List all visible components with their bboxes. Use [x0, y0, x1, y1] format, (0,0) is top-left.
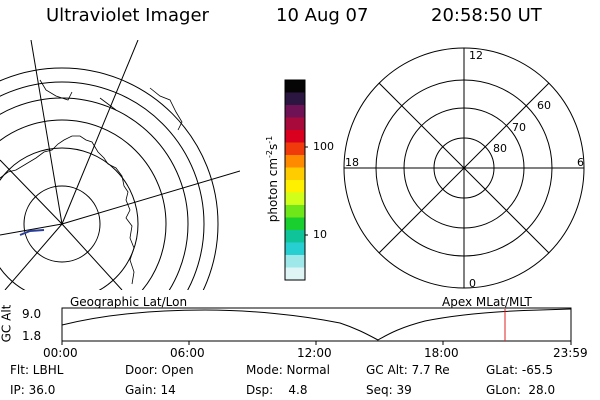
polar-plot-label: Apex MLat/MLT [442, 295, 532, 309]
time-tick-0000: 00:00 [43, 346, 78, 360]
colorbar-band [285, 130, 305, 144]
geo-map-label: Geographic Lat/Lon [70, 295, 188, 309]
seq-info: Seq: 39 [366, 383, 412, 397]
colorbar-band [285, 117, 305, 131]
colorbar-band [285, 255, 305, 269]
filter-info: Flt: LBHL [10, 363, 64, 377]
colorbar-tick-100: 100 [313, 140, 334, 153]
ip-info: IP: 36.0 [10, 383, 56, 397]
colorbar-band [285, 205, 305, 219]
instrument-title: Ultraviolet Imager [46, 5, 209, 26]
unit-exponent-cm: -2 [265, 149, 274, 158]
mlt-label-18: 18 [345, 156, 359, 169]
colorbar-band [285, 242, 305, 256]
mode-info: Mode: Normal [246, 363, 330, 377]
mlat-label-60: 60 [537, 99, 551, 112]
colorbar-band [285, 92, 305, 106]
altitude-timeseries-plot [61, 307, 572, 345]
time-tick-0600: 06:00 [170, 346, 205, 360]
colorbar-band [285, 80, 305, 94]
colorbar-band [285, 180, 305, 194]
altitude-ytick-max: 9.0 [22, 307, 42, 321]
altitude-ylabel: GC Alt [0, 304, 14, 343]
mlt-label-6: 6 [577, 156, 584, 169]
intensity-colorbar [284, 79, 308, 281]
unit-photon-cm: photon cm [266, 157, 280, 223]
colorbar-tick-10: 10 [313, 228, 327, 241]
altitude-ytick-min: 1.8 [22, 329, 42, 343]
colorbar-band [285, 192, 305, 206]
colorbar-unit-label: photon cm-2s-1 [262, 94, 280, 264]
colorbar-band [285, 142, 305, 156]
mlt-label-12: 12 [469, 49, 483, 62]
gc-alt-info: GC Alt: 7.7 Re [366, 363, 450, 377]
time-tick-1200: 12:00 [297, 346, 332, 360]
glat-info: GLat: -65.5 [486, 363, 553, 377]
unit-exponent-s: -1 [265, 135, 274, 144]
mlat-label-70: 70 [512, 121, 526, 134]
colorbar-band [285, 230, 305, 244]
colorbar-band [285, 155, 305, 169]
time-tick-1800: 18:00 [424, 346, 459, 360]
colorbar-band [285, 267, 305, 281]
unit-s: s [266, 143, 280, 150]
mlat-label-80: 80 [493, 142, 507, 155]
time-tick-2359: 23:59 [553, 346, 588, 360]
observation-time: 20:58:50 UT [431, 5, 542, 26]
colorbar-band [285, 217, 305, 231]
observation-date: 10 Aug 07 [276, 5, 369, 26]
glon-info: GLon: 28.0 [486, 383, 556, 397]
gain-info: Gain: 14 [125, 383, 176, 397]
geographic-map [0, 40, 240, 290]
mlt-label-0: 0 [469, 277, 476, 290]
dsp-info: Dsp: 4.8 [246, 383, 308, 397]
polar-mlat-mlt-plot [343, 47, 585, 289]
door-info: Door: Open [125, 363, 194, 377]
colorbar-band [285, 105, 305, 119]
colorbar-band [285, 167, 305, 181]
